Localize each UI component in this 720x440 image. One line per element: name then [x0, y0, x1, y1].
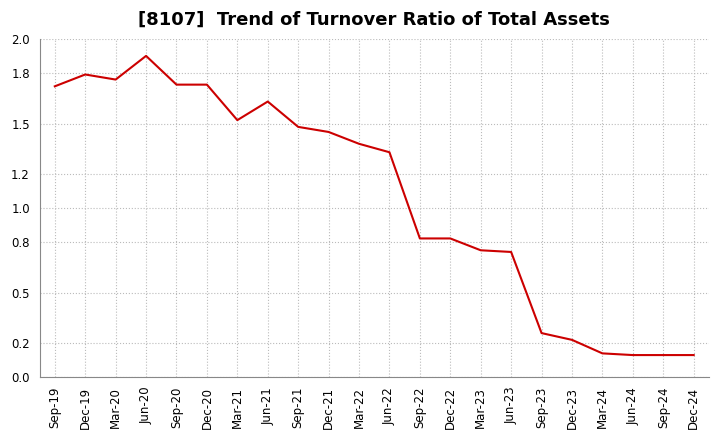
Title: [8107]  Trend of Turnover Ratio of Total Assets: [8107] Trend of Turnover Ratio of Total …	[138, 11, 610, 29]
